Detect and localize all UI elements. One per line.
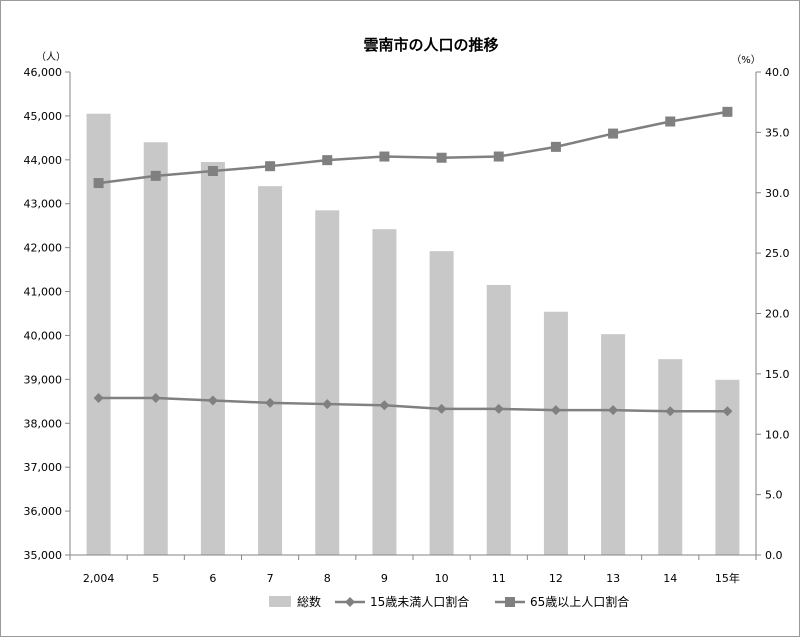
right-tick-label: 25.0 (765, 247, 790, 260)
right-tick-label: 10.0 (765, 428, 790, 441)
diamond-marker (493, 403, 504, 414)
x-tick-label: 6 (209, 572, 216, 585)
square-marker (93, 178, 104, 189)
legend-label-65plus: 65歳以上人口割合 (530, 594, 629, 609)
legend: 総数 15歳未満人口割合 65歳以上人口割合 (269, 594, 629, 609)
right-tick-label: 35.0 (765, 126, 790, 139)
right-tick-label: 5.0 (765, 489, 783, 502)
legend-label-total: 総数 (297, 594, 321, 609)
right-axis-unit: （%） (731, 54, 761, 66)
right-tick-label: 30.0 (765, 187, 790, 200)
square-marker (322, 155, 333, 166)
square-marker (722, 106, 733, 117)
legend-square-marker (505, 597, 515, 607)
square-marker (150, 170, 161, 181)
left-tick-label: 40,000 (24, 329, 63, 342)
x-tick-label: 9 (381, 572, 388, 585)
bar-total (715, 379, 740, 555)
legend-label-under15: 15歳未満人口割合 (370, 594, 469, 609)
x-tick-label: 7 (267, 572, 274, 585)
left-tick-label: 46,000 (24, 66, 63, 79)
bar-total (486, 284, 511, 555)
left-tick-label: 44,000 (24, 154, 63, 167)
bar-series-total (86, 113, 740, 556)
chart-title: 雲南市の人口の推移 (363, 36, 498, 54)
axes: 35,000 36,000 37,000 38,000 39,000 40,000 41,0… (24, 66, 790, 585)
diamond-marker (722, 406, 733, 417)
line-series-under15 (93, 393, 733, 417)
bar-total (601, 334, 626, 555)
legend-diamond-marker (345, 597, 355, 607)
x-tick-label: 14 (663, 572, 677, 585)
x-tick-label: 11 (492, 572, 506, 585)
square-marker (436, 152, 447, 163)
right-tick-label: 15.0 (765, 368, 790, 381)
line-series-group (93, 106, 733, 417)
right-tick-label: 0.0 (765, 549, 783, 562)
x-tick-label: 10 (435, 572, 449, 585)
line-series-65plus (93, 106, 733, 189)
legend-swatch-total (269, 596, 291, 607)
diamond-marker (379, 400, 390, 411)
right-tick-label: 40.0 (765, 66, 790, 79)
bar-total (200, 162, 225, 555)
bar-total (258, 186, 283, 555)
x-tick-label: 15年 (715, 571, 740, 585)
series-line (98, 396, 728, 413)
x-tick-label: 12 (549, 572, 563, 585)
bar-total (315, 210, 340, 555)
diamond-marker (322, 399, 333, 410)
right-tick-label: 20.0 (765, 308, 790, 321)
square-marker (665, 116, 676, 127)
square-marker (608, 128, 619, 139)
diamond-marker (207, 395, 218, 406)
diamond-marker (665, 406, 676, 417)
diamond-marker (436, 403, 447, 414)
bar-total (543, 311, 568, 555)
square-marker (379, 151, 390, 162)
bar-total (429, 251, 454, 555)
left-tick-label: 42,000 (24, 242, 63, 255)
square-marker (493, 151, 504, 162)
diamond-marker (608, 405, 619, 416)
left-tick-label: 41,000 (24, 286, 63, 299)
square-marker (207, 166, 218, 177)
diamond-marker (265, 397, 276, 408)
left-tick-label: 36,000 (24, 505, 63, 518)
bar-total (143, 142, 168, 555)
bar-total (658, 359, 683, 555)
x-tick-label: 8 (324, 572, 331, 585)
diamond-marker (150, 393, 161, 404)
diamond-marker (93, 393, 104, 404)
left-tick-label: 38,000 (24, 417, 63, 430)
series-line (98, 110, 728, 185)
left-tick-label: 39,000 (24, 373, 63, 386)
left-axis-unit: （人） (36, 51, 66, 63)
left-tick-label: 37,000 (24, 461, 63, 474)
left-tick-label: 35,000 (24, 549, 63, 562)
diamond-marker (550, 405, 561, 416)
x-tick-label: 5 (152, 572, 159, 585)
x-tick-label: 13 (606, 572, 620, 585)
left-tick-label: 45,000 (24, 110, 63, 123)
bar-total (372, 229, 397, 555)
x-tick-label: 2,004 (83, 572, 115, 585)
left-tick-label: 43,000 (24, 198, 63, 211)
square-marker (265, 161, 276, 172)
square-marker (550, 141, 561, 152)
